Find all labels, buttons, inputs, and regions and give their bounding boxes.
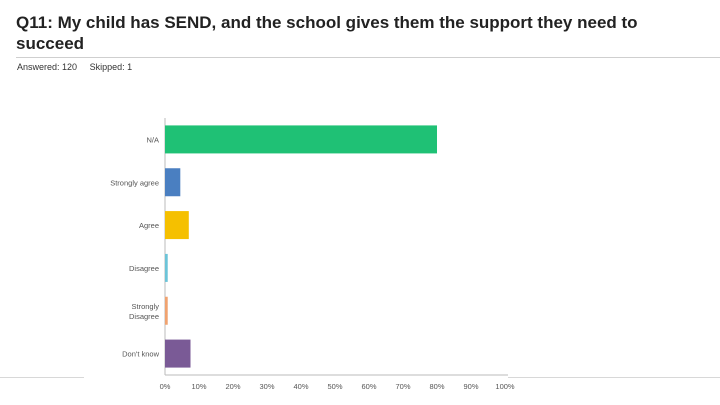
x-tick-label-5: 50% (327, 382, 342, 391)
page-title: Q11: My child has SEND, and the school g… (16, 13, 638, 53)
category-label-1: Strongly agree (110, 178, 159, 187)
x-tick-label-6: 60% (361, 382, 376, 391)
x-tick-label-9: 90% (463, 382, 478, 391)
x-tick-label-4: 40% (293, 382, 308, 391)
bar-0 (165, 125, 437, 154)
x-tick-label-2: 20% (225, 382, 240, 391)
category-label-4: Strongly Disagree (129, 302, 159, 321)
category-label-5: Don't know (122, 350, 159, 359)
x-tick-label-1: 10% (191, 382, 206, 391)
skipped-count: Skipped: 1 (89, 62, 133, 72)
category-label-3: Disagree (129, 264, 159, 273)
header-divider (16, 57, 720, 58)
category-label-2: Agree (139, 221, 159, 230)
bar-2 (165, 211, 189, 240)
category-label-0: N/A (146, 135, 159, 144)
bottom-rule-left (0, 377, 84, 378)
bar-1 (165, 168, 181, 197)
x-tick-label-10: 100% (495, 382, 515, 391)
x-tick-label-0: 0% (160, 382, 171, 391)
response-summary: Answered: 120 Skipped: 1 (17, 62, 142, 72)
answered-count: Answered: 120 (17, 62, 78, 72)
bar-3 (165, 253, 168, 282)
bottom-rule-right (508, 377, 720, 378)
x-tick-label-7: 70% (395, 382, 410, 391)
x-tick-label-8: 80% (429, 382, 444, 391)
x-tick-label-3: 30% (259, 382, 274, 391)
bar-5 (165, 339, 191, 368)
bar-4 (165, 296, 168, 325)
